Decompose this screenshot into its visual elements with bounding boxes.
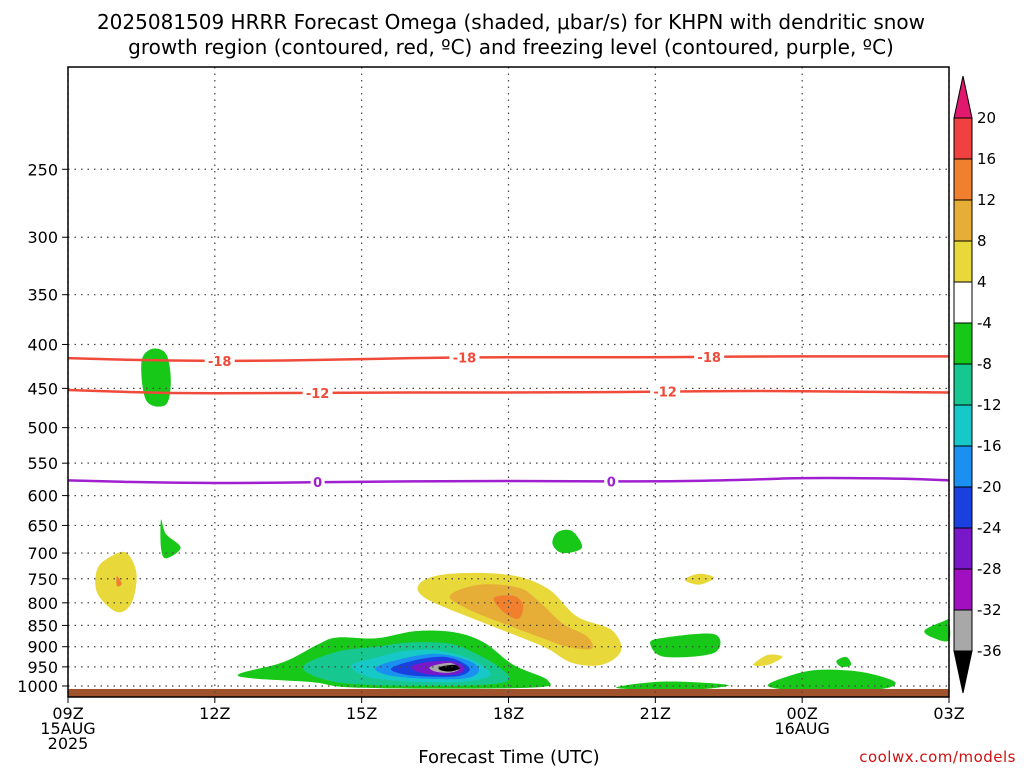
contour-label-bg xyxy=(302,385,333,400)
y-tick-label: 900 xyxy=(27,638,58,657)
contour-label-bg xyxy=(650,384,681,399)
colorbar-label: -16 xyxy=(977,437,1002,455)
colorbar-swatch xyxy=(953,117,973,160)
omega-region--8 xyxy=(924,619,951,642)
omega-region-4 xyxy=(753,654,783,667)
x-tick-label: 15AUG xyxy=(40,719,95,738)
omega-region--36 xyxy=(438,664,460,672)
colorbar-swatch xyxy=(953,281,973,324)
colorbar-label: 20 xyxy=(977,109,996,127)
contour-label-dgz: -12 xyxy=(306,387,330,402)
omega-region-12 xyxy=(116,576,122,587)
x-tick-label: 21Z xyxy=(640,704,671,723)
colorbar-swatch xyxy=(953,568,973,611)
colorbar-label: 4 xyxy=(977,273,987,291)
colorbar-swatch xyxy=(953,158,973,201)
colorbar-label: -32 xyxy=(977,601,1002,619)
x-tick-label: 03Z xyxy=(933,704,964,723)
colorbar-swatch xyxy=(953,527,973,570)
contour-label-bg xyxy=(204,353,235,368)
y-tick-label: 750 xyxy=(27,570,58,589)
colorbar-swatch xyxy=(953,486,973,529)
chart-title-line1: 2025081509 HRRR Forecast Omega (shaded, … xyxy=(97,10,925,34)
colorbar-bottom-arrow xyxy=(953,650,973,694)
x-tick-label: 00Z xyxy=(787,704,818,723)
omega-shading xyxy=(95,348,951,691)
omega-colorbar: 20 16 12 8 4 -4 -8 -12 -16 -20 -24 -28 -32 -36 xyxy=(953,75,1002,694)
contour-dgz--12 xyxy=(67,388,950,395)
colorbar-swatch xyxy=(953,199,973,242)
omega-region--8 xyxy=(616,681,729,691)
x-tick-label: 15Z xyxy=(346,704,377,723)
x-tick-label: 2025 xyxy=(48,734,89,753)
x-tick-label: 09Z xyxy=(52,704,83,723)
omega-region--8 xyxy=(552,529,583,554)
colorbar-swatch xyxy=(953,322,973,365)
contour-label-bg xyxy=(604,474,619,489)
y-tick-label: 800 xyxy=(27,594,58,613)
y-tick-label: 950 xyxy=(27,658,58,677)
contour-label-freezing: 0 xyxy=(607,475,616,490)
x-tick-label: 12Z xyxy=(199,704,230,723)
omega-region--8 xyxy=(650,633,721,658)
colorbar-swatch xyxy=(953,363,973,406)
contour-label-bg xyxy=(449,350,480,365)
y-tick-label: 300 xyxy=(27,228,58,247)
y-tick-label: 1000 xyxy=(17,677,58,696)
omega-region-4 xyxy=(95,551,137,613)
y-tick-label: 850 xyxy=(27,616,58,635)
colorbar-top-arrow xyxy=(953,75,973,119)
y-tick-label: 250 xyxy=(27,160,58,179)
colorbar-label: 16 xyxy=(977,150,996,168)
colorbar-swatch xyxy=(953,240,973,283)
chart-title-line2: growth region (contoured, red, ºC) and f… xyxy=(128,35,894,59)
y-tick-label: 400 xyxy=(27,335,58,354)
colorbar-label: 8 xyxy=(977,232,987,250)
y-tick-label: 450 xyxy=(27,379,58,398)
omega-region-8 xyxy=(449,584,594,650)
ground-layer xyxy=(68,688,949,697)
x-tick-label: 16AUG xyxy=(774,719,829,738)
colorbar-label: -24 xyxy=(977,519,1002,537)
colorbar-label: -8 xyxy=(977,355,992,373)
y-tick-label: 500 xyxy=(27,419,58,438)
contour-label-dgz: -18 xyxy=(208,355,232,370)
pressure-axis: 250 300 350 400 450 500 550 600 650 700 750 800 850 9… xyxy=(17,160,68,696)
omega-region--8 xyxy=(160,519,181,559)
contour-label-bg xyxy=(310,475,325,490)
x-tick-label: 18Z xyxy=(493,704,524,723)
contour-label-freezing: 0 xyxy=(313,476,322,491)
colorbar-swatch xyxy=(953,404,973,447)
colorbar-label: -20 xyxy=(977,478,1002,496)
y-tick-label: 350 xyxy=(27,286,58,305)
colorbar-label: -36 xyxy=(977,642,1002,660)
contour-freezing-0 xyxy=(67,476,950,485)
colorbar-label: 12 xyxy=(977,191,996,209)
ground xyxy=(68,688,949,697)
contour-lines: -18 -18 -18 -12 -12 0 0 xyxy=(67,349,950,491)
credit-link[interactable]: coolwx.com/models xyxy=(859,748,1016,766)
colorbar-swatch xyxy=(953,609,973,652)
contour-label-dgz: -18 xyxy=(453,351,477,366)
colorbar-label: -4 xyxy=(977,314,992,332)
colorbar-label: -12 xyxy=(977,396,1002,414)
contour-label-bg xyxy=(694,349,725,364)
colorbar-label: -28 xyxy=(977,560,1002,578)
omega-region--8 xyxy=(836,656,852,668)
y-tick-label: 650 xyxy=(27,516,58,535)
x-axis-label: Forecast Time (UTC) xyxy=(418,747,599,768)
y-tick-label: 600 xyxy=(27,487,58,506)
contour-label-dgz: -18 xyxy=(697,351,721,366)
y-tick-label: 550 xyxy=(27,454,58,473)
colorbar-swatch xyxy=(953,445,973,488)
contour-label-dgz: -12 xyxy=(653,386,677,401)
omega-region--8 xyxy=(767,669,896,691)
omega-region--8 xyxy=(141,348,171,407)
y-tick-label: 700 xyxy=(27,544,58,563)
